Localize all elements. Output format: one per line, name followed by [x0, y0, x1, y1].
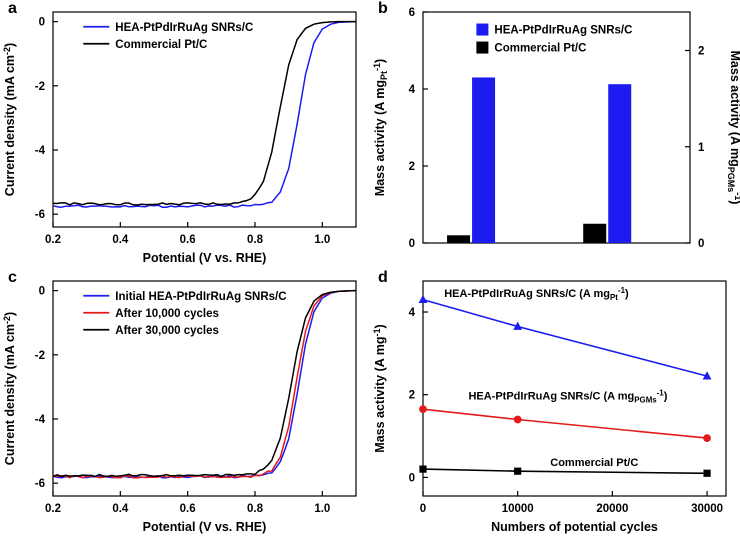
y-axis-tick-label: 0 — [409, 472, 415, 484]
panel-label-c: c — [8, 269, 17, 286]
series-label-0: HEA-PtPdIrRuAg SNRs/C (A mgPt-1) — [444, 286, 629, 302]
legend-label-1: After 10,000 cycles — [115, 308, 219, 320]
bar-group0-1 — [472, 77, 496, 243]
series-line-0 — [422, 298, 708, 377]
x-axis-tick-label: 30000 — [691, 503, 723, 515]
legend-label-0: HEA-PtPdIrRuAg SNRs/C — [494, 25, 632, 37]
x-axis-tick-label: 1.0 — [314, 234, 330, 246]
x-axis-title: Potential (V vs. RHE) — [143, 520, 267, 534]
legend-label-1: Commercial Pt/C — [494, 43, 586, 55]
series-marker — [703, 469, 711, 477]
series-label-1: HEA-PtPdIrRuAg SNRs/C (A mgPGMs-1) — [468, 388, 667, 404]
panel-b: b 0 2 4 6 0 1 2 Mass activity (A mgPt-1) Mass ac… — [370, 0, 740, 269]
x-axis-tick-label: 0.4 — [112, 234, 129, 246]
panel-c-chart: 0.2 0.4 0.6 0.8 1.0 0 -2 -4 -6 Potential (V vs. R… — [2, 280, 357, 534]
left-axis-tick-label: 2 — [409, 161, 415, 173]
series-line-1 — [422, 408, 708, 439]
left-axis-title: Mass activity (A mgPt-1) — [372, 59, 389, 196]
series-marker — [419, 465, 427, 473]
panel-a: a 0.2 0.4 0.6 0.8 1.0 0 -2 -4 -6 Potential (V vs.… — [0, 0, 370, 269]
y-axis-tick-label: 0 — [39, 17, 45, 29]
y-axis-tick-label: -6 — [35, 478, 45, 490]
panel-label-d: d — [378, 269, 388, 286]
series-line-1 — [52, 289, 357, 479]
x-axis-tick-label: 10000 — [502, 503, 534, 515]
panel-label-a: a — [8, 0, 17, 17]
series-marker — [514, 467, 522, 475]
x-axis-tick-label: 0.2 — [45, 503, 61, 515]
legend-label-2: After 30,000 cycles — [115, 325, 219, 337]
plot-frame — [422, 11, 691, 244]
x-axis-tick-label: 0.8 — [247, 503, 264, 515]
series-marker — [513, 415, 522, 424]
x-axis-tick-label: 1.0 — [314, 503, 330, 515]
series-marker — [702, 371, 712, 380]
y-axis-tick-label: -4 — [35, 145, 46, 157]
series-label-2: Commercial Pt/C — [550, 457, 638, 469]
panel-d: d 0 10000 20000 30000 0 2 4 Numbers of potentia… — [370, 269, 740, 538]
x-axis-tick-label: 20000 — [596, 503, 628, 515]
plot-frame — [52, 280, 357, 497]
x-axis-title: Numbers of potential cycles — [491, 520, 658, 534]
bar-group1-1 — [608, 84, 632, 243]
x-axis-tick-label: 0.6 — [180, 234, 196, 246]
y-axis-tick-label: -2 — [35, 350, 45, 362]
y-axis-tick-label: 2 — [409, 390, 415, 402]
legend-label-1: Commercial Pt/C — [115, 39, 207, 51]
series-line-0 — [52, 20, 357, 208]
right-axis-tick-label: 2 — [698, 46, 704, 58]
y-axis-tick-label: -2 — [35, 81, 45, 93]
plot-frame — [52, 11, 357, 228]
legend-swatch-0 — [476, 23, 489, 36]
series-marker — [418, 294, 428, 304]
series-marker — [513, 321, 523, 330]
legend-label-0: Initial HEA-PtPdIrRuAg SNRs/C — [115, 291, 286, 303]
series-marker — [419, 405, 427, 414]
series-line-2 — [422, 468, 708, 475]
legend-label-0: HEA-PtPdIrRuAg SNRs/C — [115, 22, 253, 34]
series-line-2 — [52, 289, 357, 478]
left-axis-tick-label: 0 — [409, 238, 415, 250]
bar-group0-0 — [447, 235, 471, 243]
panel-label-b: b — [378, 0, 388, 17]
y-axis-tick-label: -6 — [35, 209, 45, 221]
right-axis-title: Mass activity (A mgPGMs-1) — [726, 51, 740, 205]
panel-a-chart: 0.2 0.4 0.6 0.8 1.0 0 -2 -4 -6 Potential (V vs. R… — [2, 11, 357, 265]
x-axis-tick-label: 0.6 — [180, 503, 196, 515]
y-axis-title: Current density (mA cm-2) — [2, 312, 17, 465]
series-line-1 — [52, 20, 356, 206]
plot-frame — [422, 280, 727, 497]
x-axis-title: Potential (V vs. RHE) — [143, 251, 267, 265]
y-axis-tick-label: 4 — [409, 307, 416, 319]
y-axis-tick-label: 0 — [39, 286, 45, 298]
x-axis-tick-label: 0.2 — [45, 234, 61, 246]
y-axis-title: Mass activity (A mg-1) — [372, 324, 387, 452]
panel-d-chart: 0 10000 20000 30000 0 2 4 Numbers of potential … — [372, 280, 727, 534]
x-axis-tick-label: 0 — [420, 503, 426, 515]
panel-b-chart: 0 2 4 6 0 1 2 Mass activity (A mgPt-1) Mass acti… — [372, 7, 740, 250]
y-axis-title: Current density (mA cm-2) — [2, 43, 17, 196]
right-axis-tick-label: 0 — [698, 238, 704, 250]
y-axis-tick-label: -4 — [35, 414, 46, 426]
left-axis-tick-label: 6 — [409, 7, 415, 19]
series-marker — [703, 434, 711, 443]
legend-swatch-1 — [476, 41, 489, 54]
bar-group1-0 — [583, 223, 607, 243]
panel-c: c 0.2 0.4 0.6 0.8 1.0 0 -2 -4 -6 Potential (V vs.… — [0, 269, 370, 538]
x-axis-tick-label: 0.8 — [247, 234, 264, 246]
right-axis-tick-label: 1 — [698, 142, 705, 154]
left-axis-tick-label: 4 — [409, 84, 416, 96]
x-axis-tick-label: 0.4 — [112, 503, 129, 515]
